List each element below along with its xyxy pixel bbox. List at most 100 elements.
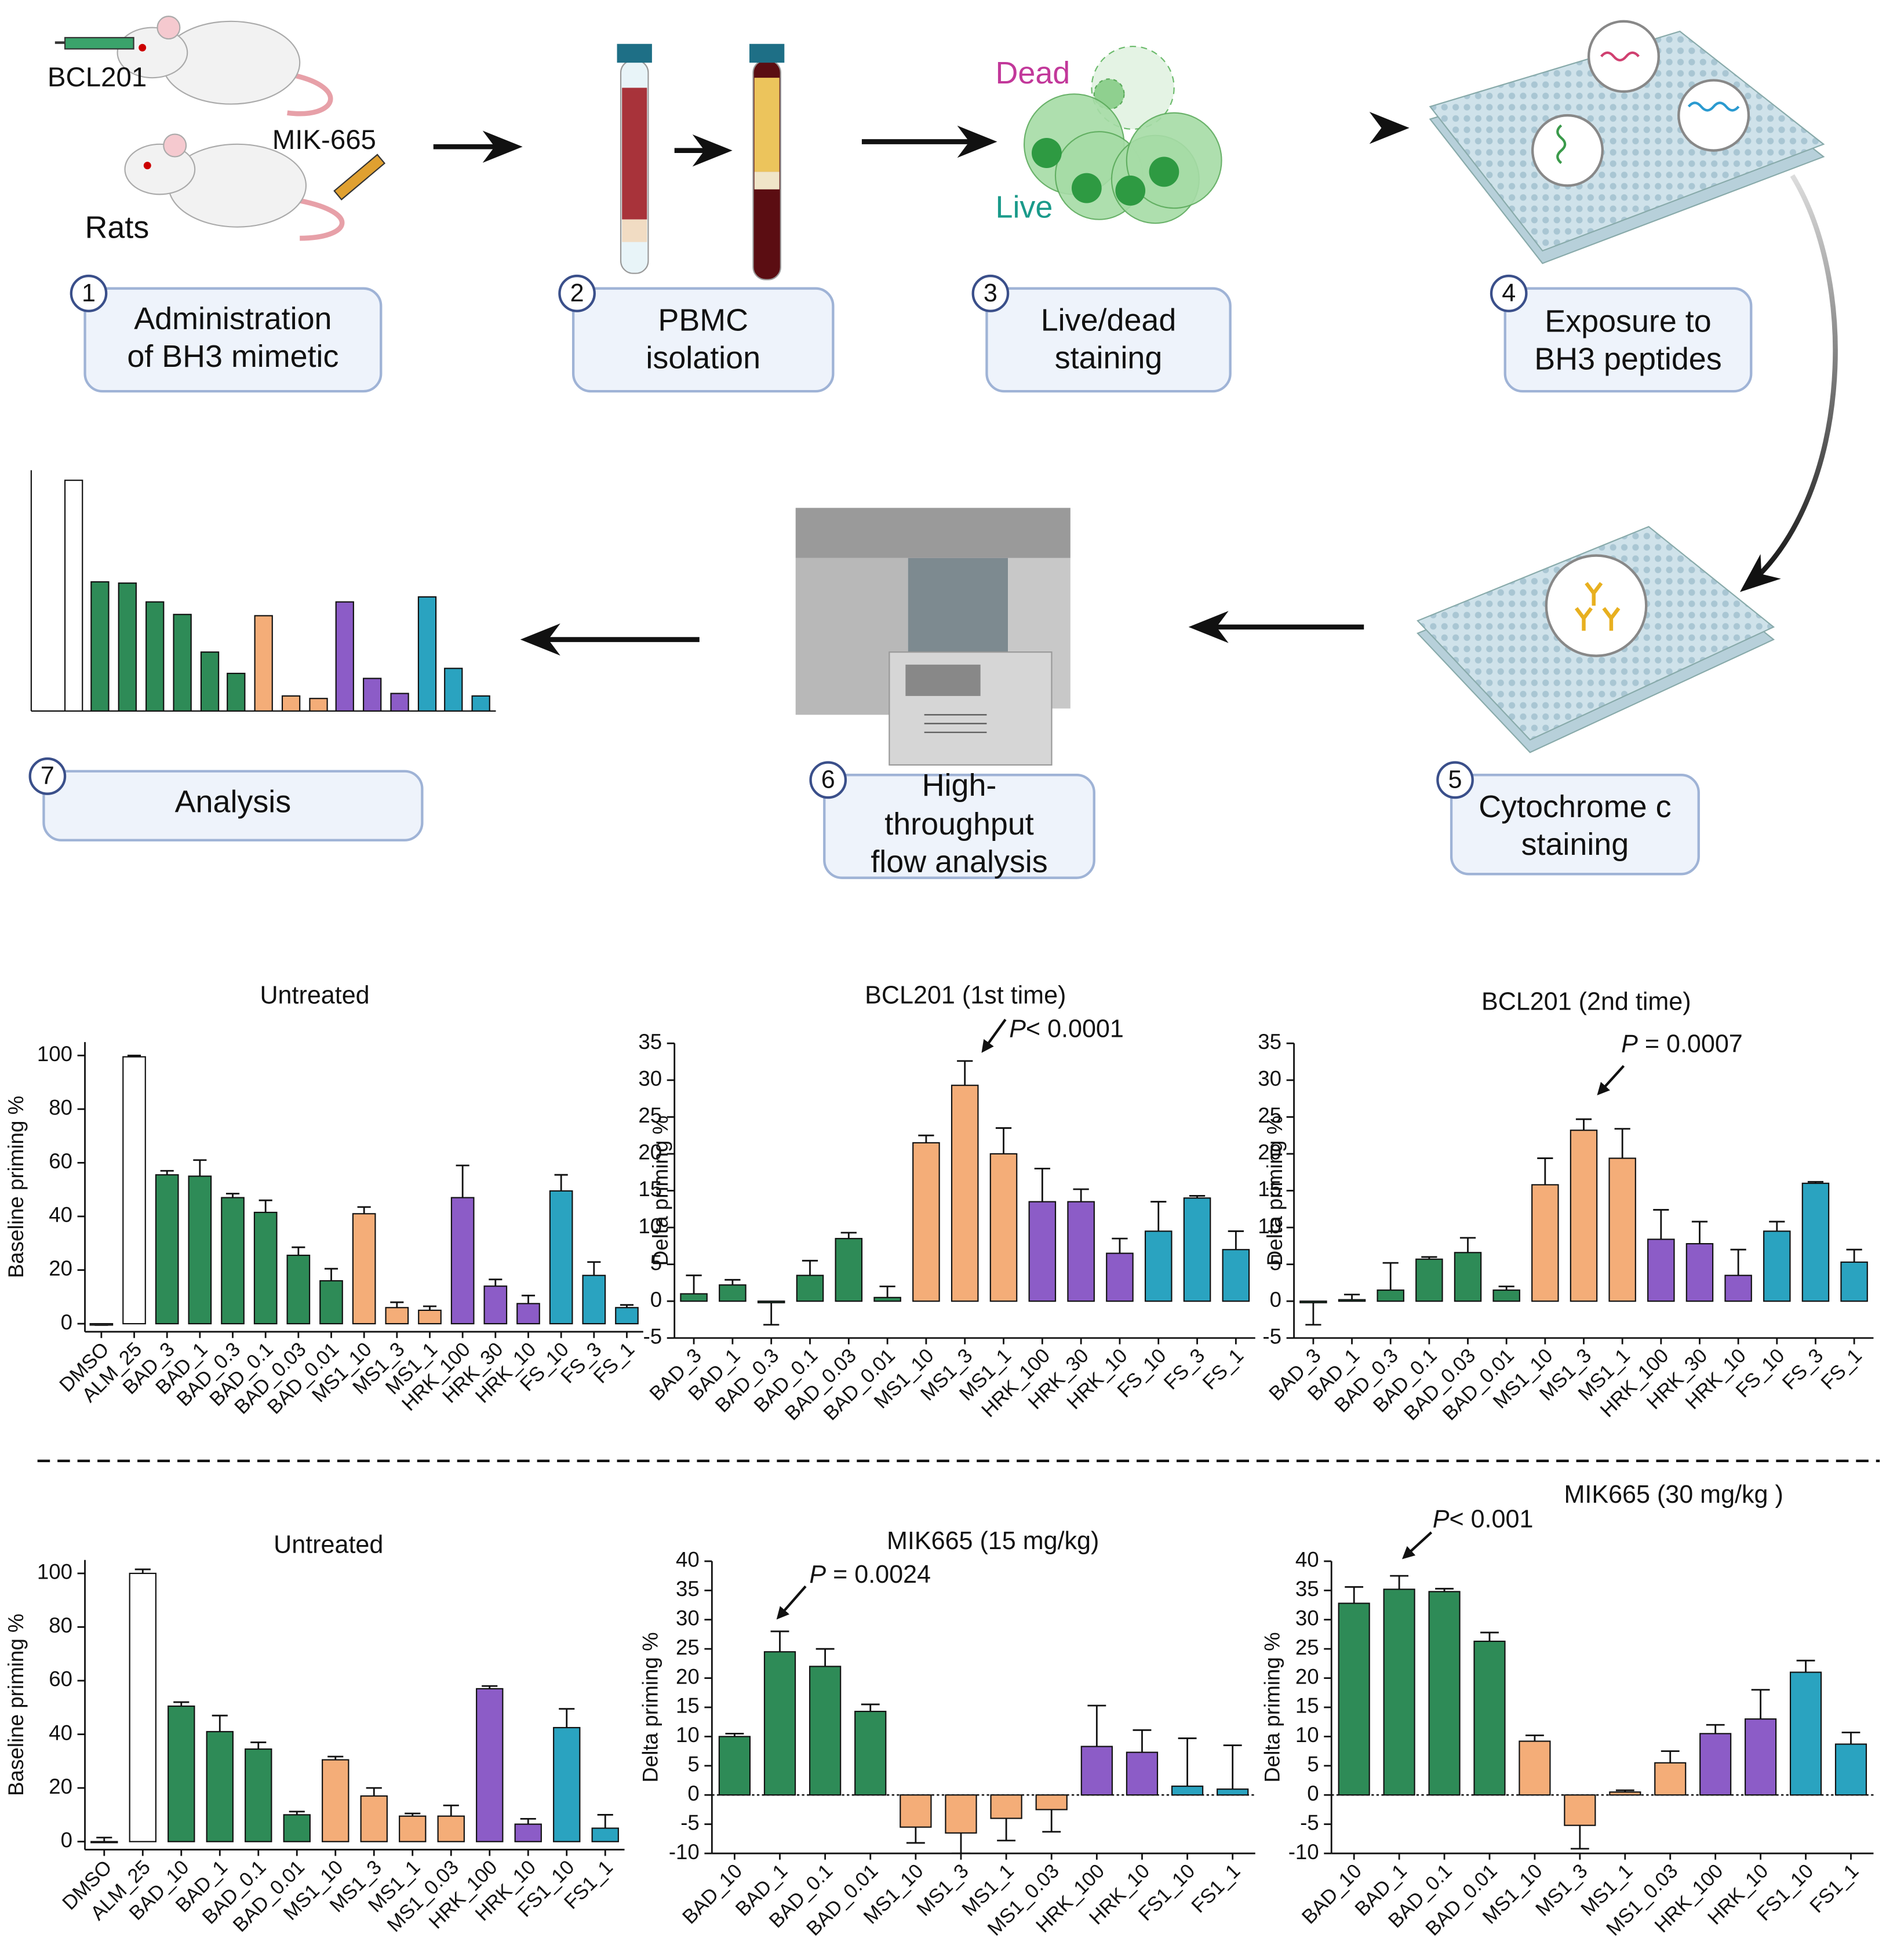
- y-tick-label: 15: [676, 1694, 700, 1718]
- y-tick-label: 20: [638, 1141, 662, 1164]
- chart-title: BCL201 (2nd time): [1481, 988, 1691, 1015]
- p-symbol: P: [809, 1561, 826, 1589]
- bar: [1647, 1238, 1675, 1302]
- plate-icons: [1417, 20, 1825, 753]
- y-tick-label: -5: [1262, 1324, 1281, 1348]
- bar: [476, 1688, 504, 1842]
- bar: [1609, 1791, 1641, 1796]
- y-tick-label: 40: [49, 1203, 72, 1227]
- p-value-annotation: P = 0.0007: [1621, 1030, 1743, 1058]
- bar: [989, 1153, 1018, 1302]
- y-tick-label: 30: [1258, 1066, 1281, 1090]
- bar: [1570, 1130, 1598, 1302]
- x-tick-label: FS1_1: [1188, 1860, 1245, 1917]
- x-tick-label: FS_3: [1778, 1345, 1827, 1394]
- step-badge: [1436, 761, 1474, 799]
- step-text: Exposure to: [1545, 304, 1711, 338]
- drug-label: MIK-665: [272, 125, 376, 155]
- bar: [615, 1307, 639, 1325]
- y-tick-label: 5: [687, 1752, 699, 1776]
- bar: [1222, 1249, 1250, 1302]
- bar: [591, 1827, 619, 1842]
- y-tick-label: 20: [676, 1664, 700, 1688]
- y-tick-label: 25: [1258, 1103, 1281, 1127]
- y-tick-label: 10: [638, 1214, 662, 1238]
- p-value-annotation: P< 0.0001: [1009, 1015, 1124, 1043]
- step-number: 2: [570, 279, 584, 307]
- y-axis-label: Delta priming %: [1261, 1632, 1284, 1782]
- bar: [1106, 1252, 1134, 1302]
- bar: [1840, 1261, 1868, 1302]
- chart-title: MIK665 (30 mg/kg ): [1564, 1481, 1783, 1509]
- bar: [516, 1303, 540, 1325]
- p-value: = 0.0024: [826, 1561, 931, 1589]
- y-tick-label: 5: [1307, 1752, 1319, 1776]
- bar: [1217, 1788, 1249, 1796]
- bar: [1519, 1740, 1551, 1796]
- bar: [206, 1731, 234, 1842]
- step-badge: [70, 274, 108, 312]
- bar: [900, 1794, 932, 1828]
- chart-title: BCL201 (1st time): [865, 982, 1066, 1010]
- y-tick-label: 30: [638, 1066, 662, 1090]
- step-badge: [809, 761, 847, 799]
- step-box: [571, 287, 835, 393]
- step-text: Analysis: [175, 784, 292, 819]
- bar: [129, 1572, 156, 1842]
- flow-cytometer-icon: [795, 508, 1071, 766]
- bar: [1834, 1743, 1867, 1796]
- bar: [122, 1056, 146, 1325]
- live-label: Live: [996, 190, 1053, 225]
- bar: [796, 1274, 824, 1302]
- p-value: = 0.0007: [1638, 1030, 1743, 1058]
- bar: [951, 1084, 979, 1302]
- bar: [990, 1794, 1022, 1819]
- bar: [89, 1323, 114, 1326]
- bar: [1338, 1299, 1366, 1302]
- y-tick-label: 80: [49, 1613, 72, 1637]
- bar: [1299, 1300, 1327, 1303]
- bar: [319, 1280, 343, 1325]
- bar: [835, 1238, 863, 1302]
- y-tick-label: 100: [37, 1560, 72, 1584]
- y-tick-label: 80: [49, 1095, 72, 1119]
- bar: [155, 1174, 179, 1325]
- step-text: staining: [1521, 827, 1629, 862]
- y-tick-label: 20: [49, 1256, 72, 1280]
- y-tick-label: -5: [643, 1324, 662, 1348]
- y-tick-label: 0: [61, 1310, 72, 1334]
- step-text: Live/dead: [1041, 303, 1177, 337]
- bar: [1685, 1243, 1714, 1302]
- bar: [1763, 1230, 1791, 1302]
- y-axis-label: Baseline priming %: [4, 1096, 28, 1278]
- step-box: [1450, 774, 1700, 876]
- bar: [1035, 1794, 1068, 1810]
- bar: [854, 1710, 887, 1796]
- bar: [1699, 1733, 1732, 1796]
- y-tick-label: 35: [1295, 1577, 1319, 1601]
- y-axis-label: Baseline priming %: [4, 1613, 28, 1796]
- x-tick-label: BAD_10: [678, 1860, 747, 1928]
- x-tick-label: FS_3: [1160, 1345, 1209, 1394]
- bar: [385, 1307, 409, 1325]
- y-tick-label: 10: [1295, 1723, 1319, 1747]
- y-axis-label: Delta priming %: [1263, 1116, 1287, 1266]
- y-tick-label: 100: [37, 1042, 72, 1066]
- y-tick-label: 10: [676, 1723, 700, 1747]
- step-text: High-: [922, 768, 997, 803]
- y-tick-label: 0: [61, 1828, 72, 1852]
- step-text: Cytochrome c: [1479, 789, 1671, 824]
- y-tick-label: 0: [1307, 1782, 1319, 1805]
- step-box: [823, 774, 1095, 879]
- y-tick-label: 15: [1258, 1177, 1281, 1201]
- y-tick-label: 40: [49, 1721, 72, 1744]
- bar: [1724, 1274, 1752, 1302]
- bar: [809, 1666, 842, 1796]
- bar: [763, 1651, 796, 1796]
- y-tick-label: -5: [1300, 1810, 1319, 1834]
- y-tick-label: 0: [1270, 1288, 1281, 1311]
- bar: [253, 1211, 278, 1325]
- annotation-arrow: [776, 1585, 807, 1620]
- bar: [1564, 1794, 1596, 1826]
- y-tick-label: 20: [1295, 1664, 1319, 1688]
